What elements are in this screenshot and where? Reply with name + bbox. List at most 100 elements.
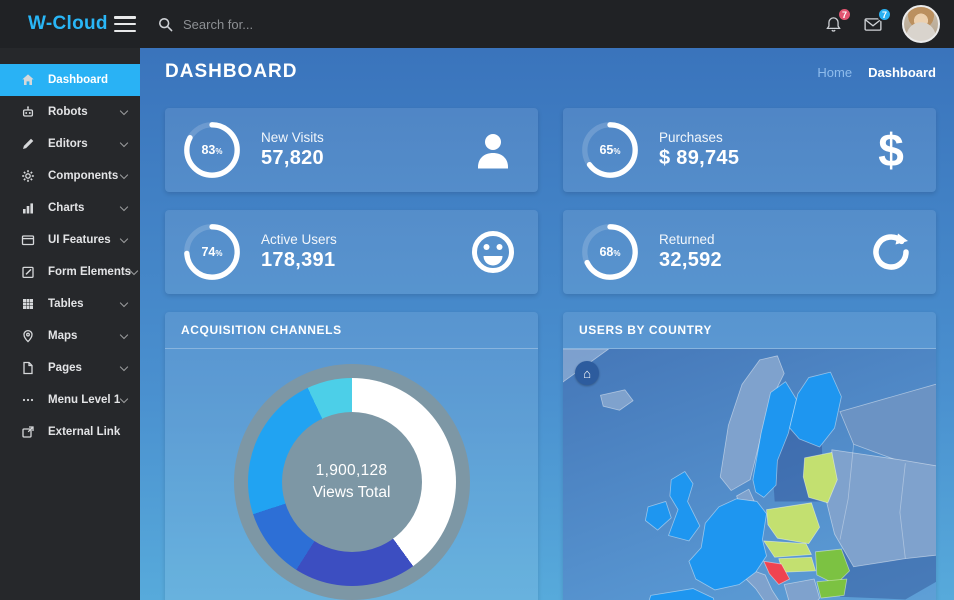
dollar-icon: $: [878, 124, 904, 176]
donut-chart-area: 1,900,128 Views Total: [165, 349, 538, 600]
panel-title: ACQUISITION CHANNELS: [181, 323, 342, 337]
map-country-red[interactable]: [763, 560, 791, 585]
edit-square-icon: [21, 265, 35, 279]
home-icon: [21, 73, 35, 87]
pencil-icon: [21, 137, 35, 151]
stat-label: Returned: [659, 232, 715, 247]
percent-value: 74: [201, 245, 216, 259]
page-icon: [21, 361, 35, 375]
sidebar-nav: Dashboard Robots Editors Components Char…: [0, 48, 140, 600]
bar-chart-icon: [21, 201, 35, 215]
chevron-down-icon: [119, 170, 129, 179]
map-pin-icon: [21, 329, 35, 343]
user-icon: [470, 127, 516, 173]
breadcrumb-home-link[interactable]: Home: [817, 65, 853, 80]
stat-card-purchases: 65% Purchases $ 89,745 $: [563, 108, 936, 192]
map-corner-landmass: [563, 349, 610, 383]
sidebar-item-external-link[interactable]: External Link: [0, 416, 140, 448]
europe-map-area: ⌂ JS map by amCharts: [563, 349, 936, 600]
map-countries-active[interactable]: [644, 371, 842, 600]
bell-icon: [825, 16, 841, 32]
percent-value: 65: [599, 143, 614, 157]
donut-center: 1,900,128 Views Total: [281, 412, 422, 552]
sidebar-item-ui-features[interactable]: UI Features: [0, 224, 140, 256]
sidebar-item-dashboard[interactable]: Dashboard: [0, 64, 140, 96]
chevron-down-icon: [119, 298, 129, 307]
panel-header: ACQUISITION CHANNELS: [165, 312, 538, 349]
search-icon: [158, 17, 173, 31]
external-link-icon: [21, 425, 35, 439]
robot-icon: [21, 105, 35, 119]
breadcrumb-current: Dashboard: [868, 65, 936, 80]
stat-value: 57,820: [261, 147, 324, 169]
topbar-actions: 7 7: [822, 5, 954, 43]
notification-badge: 7: [837, 7, 852, 22]
panel-users-by-country: USERS BY COUNTRY: [563, 312, 936, 600]
messages-button[interactable]: 7: [862, 7, 892, 35]
progress-ring: 68%: [579, 221, 641, 283]
grid-icon: [21, 297, 35, 311]
percent-sign: %: [613, 147, 621, 156]
map-zoom-home-button[interactable]: ⌂: [575, 361, 599, 385]
stat-label: Purchases: [659, 130, 723, 145]
stat-label: New Visits: [261, 130, 324, 145]
stat-value: $ 89,745: [659, 147, 740, 169]
donut-total-value: 1,900,128: [315, 462, 388, 479]
user-avatar[interactable]: [902, 5, 940, 43]
topbar: W-Cloud 7 7: [0, 0, 954, 48]
dashboard-grid: 83% New Visits 57,820 65% Purchases $ 89…: [165, 108, 936, 600]
search-input[interactable]: [183, 16, 403, 32]
sidebar-item-robots[interactable]: Robots: [0, 96, 140, 128]
window-icon: [21, 233, 35, 247]
home-icon: ⌂: [583, 365, 591, 381]
page-title: DASHBOARD: [165, 61, 298, 82]
chevron-down-icon: [119, 202, 129, 211]
stat-card-active-users: 74% Active Users 178,391: [165, 210, 538, 294]
sidebar-item-pages[interactable]: Pages: [0, 352, 140, 384]
message-badge: 7: [877, 7, 892, 22]
percent-sign: %: [613, 249, 621, 258]
sidebar-item-charts[interactable]: Charts: [0, 192, 140, 224]
sidebar-item-form-elements[interactable]: Form Elements: [0, 256, 140, 288]
stat-value: 178,391: [261, 249, 336, 271]
map-countries-green[interactable]: [815, 548, 850, 599]
donut-total-label: Views Total: [312, 484, 391, 501]
percent-value: 83: [201, 143, 216, 157]
progress-ring: 65%: [579, 119, 641, 181]
acquisition-donut-chart[interactable]: 1,900,128 Views Total: [233, 364, 470, 600]
progress-ring: 83%: [181, 119, 243, 181]
hamburger-menu-icon[interactable]: [114, 16, 136, 32]
chevron-down-icon: [119, 138, 129, 147]
stat-value: 32,592: [659, 249, 722, 271]
refresh-icon: [868, 229, 914, 275]
smiley-icon: [470, 229, 516, 275]
sidebar-item-tables[interactable]: Tables: [0, 288, 140, 320]
stat-card-returned: 68% Returned 32,592: [563, 210, 936, 294]
percent-sign: %: [215, 249, 223, 258]
panel-acquisition-channels: ACQUISITION CHANNELS 1,900,128 Views Tot…: [165, 312, 538, 600]
sidebar-item-editors[interactable]: Editors: [0, 128, 140, 160]
percent-value: 68: [599, 245, 614, 259]
breadcrumb: Home Dashboard: [817, 65, 936, 80]
progress-ring: 74%: [181, 221, 243, 283]
sidebar-item-components[interactable]: Components: [0, 160, 140, 192]
gear-icon: [21, 169, 35, 183]
stat-label: Active Users: [261, 232, 337, 247]
chevron-down-icon: [119, 394, 129, 403]
chevron-down-icon: [119, 362, 129, 371]
map-countries-green-light[interactable]: [763, 452, 838, 573]
app-logo[interactable]: W-Cloud: [28, 13, 108, 34]
sidebar-item-menu-level-1[interactable]: Menu Level 1: [0, 384, 140, 416]
sidebar-item-maps[interactable]: Maps: [0, 320, 140, 352]
page-header: DASHBOARD Home Dashboard: [165, 61, 936, 107]
search-box: [158, 16, 822, 32]
stat-card-new-visits: 83% New Visits 57,820: [165, 108, 538, 192]
panel-title: USERS BY COUNTRY: [579, 323, 712, 337]
europe-map[interactable]: [563, 349, 936, 600]
mail-icon: [864, 17, 882, 31]
chevron-down-icon: [119, 234, 129, 243]
chevron-down-icon: [119, 106, 129, 115]
ellipsis-icon: [21, 393, 35, 407]
notifications-button[interactable]: 7: [822, 7, 852, 35]
percent-sign: %: [215, 147, 223, 156]
